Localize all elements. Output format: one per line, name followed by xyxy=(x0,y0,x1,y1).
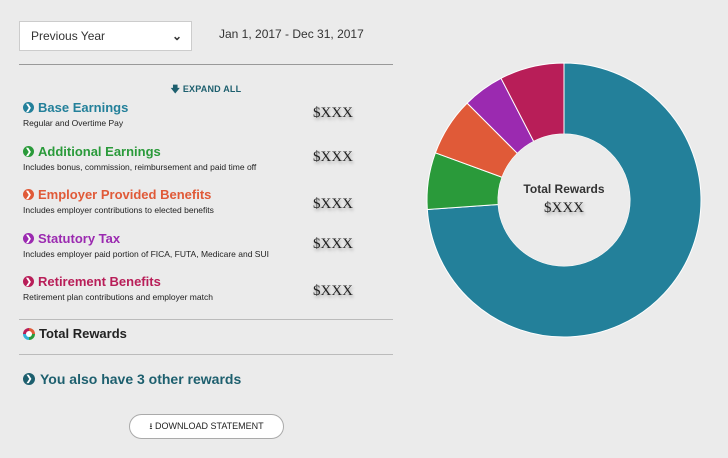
total-rewards-row: Total Rewards xyxy=(23,326,127,341)
divider xyxy=(19,319,393,320)
reward-item: ❯ Base Earnings Regular and Overtime Pay xyxy=(23,100,363,128)
reward-item-title-link[interactable]: ❯ Employer Provided Benefits xyxy=(23,187,363,202)
period-select[interactable]: Previous Year ⌄ xyxy=(19,21,192,51)
chevron-right-circle-icon: ❯ xyxy=(23,102,34,113)
reward-item-title-link[interactable]: ❯ Statutory Tax xyxy=(23,231,363,246)
total-rewards-donut-chart xyxy=(426,62,702,338)
chevron-down-icon: ⌄ xyxy=(171,29,182,43)
reward-item: ❯ Statutory Tax Includes employer paid por… xyxy=(23,231,363,259)
reward-item-title-link[interactable]: ❯ Base Earnings xyxy=(23,100,363,115)
divider xyxy=(19,64,393,65)
download-statement-button[interactable]: ⭳ DOWNLOAD STATEMENT xyxy=(129,414,284,439)
reward-item-title-link[interactable]: ❯ Retirement Benefits xyxy=(23,274,363,289)
chevron-right-circle-icon: ❯ xyxy=(23,233,34,244)
reward-item-amount: $XXX xyxy=(313,196,353,212)
reward-item-amount: $XXX xyxy=(313,105,353,121)
expand-all-button[interactable]: 🡇 EXPAND ALL xyxy=(0,82,412,98)
donut-icon xyxy=(23,327,35,340)
expand-all-label: EXPAND ALL xyxy=(182,84,242,94)
reward-item-description: Includes employer contributions to elect… xyxy=(23,205,214,215)
reward-item-description: Retirement plan contributions and employ… xyxy=(23,292,213,302)
reward-item-description: Regular and Overtime Pay xyxy=(23,118,124,128)
reward-item-title: Employer Provided Benefits xyxy=(38,187,212,202)
reward-item-title: Statutory Tax xyxy=(38,231,121,246)
chevron-right-circle-icon: ❯ xyxy=(23,373,35,385)
reward-item-description: Includes bonus, commission, reimbursemen… xyxy=(23,162,257,172)
donut-hole xyxy=(498,134,630,266)
divider xyxy=(19,354,393,355)
reward-item-amount: $XXX xyxy=(313,283,353,299)
download-icon: ⭳ xyxy=(149,421,153,431)
other-rewards-label: You also have 3 other rewards xyxy=(40,371,242,387)
download-label: DOWNLOAD STATEMENT xyxy=(155,421,264,431)
reward-item: ❯ Employer Provided Benefits Includes empl… xyxy=(23,187,363,215)
chevron-right-circle-icon: ❯ xyxy=(23,189,34,200)
period-select-value: Previous Year xyxy=(31,29,106,43)
reward-item: ❯ Additional Earnings Includes bonus, comm… xyxy=(23,144,363,172)
arrow-down-icon: 🡇 xyxy=(170,84,181,94)
reward-item: ❯ Retirement Benefits Retirement plan cont… xyxy=(23,274,363,302)
date-range: Jan 1, 2017 - Dec 31, 2017 xyxy=(219,27,364,41)
chevron-right-circle-icon: ❯ xyxy=(23,146,34,157)
reward-item-description: Includes employer paid portion of FICA, … xyxy=(23,249,269,259)
other-rewards-link[interactable]: ❯ You also have 3 other rewards xyxy=(23,371,241,387)
reward-item-title: Retirement Benefits xyxy=(38,274,161,289)
total-rewards-label: Total Rewards xyxy=(39,326,127,341)
donut-center-label: Total Rewards xyxy=(523,182,605,196)
donut-center-value: $XXX xyxy=(544,200,584,216)
reward-item-title: Additional Earnings xyxy=(38,144,161,159)
reward-item-title-link[interactable]: ❯ Additional Earnings xyxy=(23,144,363,159)
reward-item-amount: $XXX xyxy=(313,149,353,165)
reward-item-amount: $XXX xyxy=(313,236,353,252)
chevron-right-circle-icon: ❯ xyxy=(23,276,34,287)
reward-item-title: Base Earnings xyxy=(38,100,129,115)
